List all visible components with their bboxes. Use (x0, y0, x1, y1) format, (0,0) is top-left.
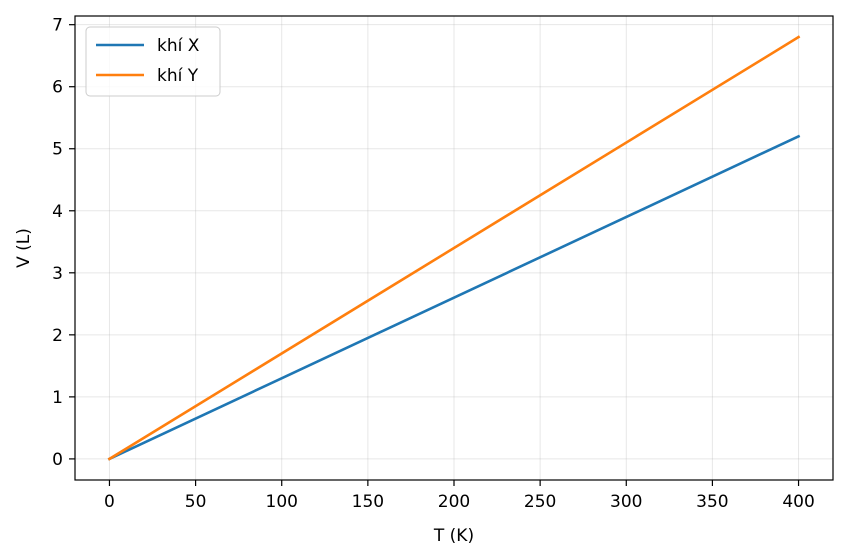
x-tick-label: 0 (104, 492, 115, 512)
y-tick-label: 7 (52, 16, 63, 36)
y-tick-label: 1 (52, 388, 63, 408)
x-tick-label: 300 (610, 492, 642, 512)
y-tick-label: 3 (52, 264, 63, 284)
x-tick-label: 350 (696, 492, 728, 512)
legend: khí X khí Y (85, 26, 221, 97)
x-axis-label: T (K) (433, 526, 474, 546)
y-tick-label: 6 (52, 78, 63, 98)
y-tick-label: 5 (52, 140, 63, 160)
series-lines (107, 35, 801, 461)
x-tick-label: 200 (438, 492, 470, 512)
legend-box (85, 26, 221, 97)
y-axis-label: V (L) (14, 228, 34, 268)
grid-lines (75, 16, 833, 480)
x-tick-label: 400 (782, 492, 814, 512)
y-tick-label: 2 (52, 326, 63, 346)
legend-label: khí X (157, 36, 200, 56)
axis-ticks: 0 50 100 150 200 250 300 350 400 0 1 2 3 4 5 6 7 (52, 16, 815, 512)
x-tick-label: 50 (185, 492, 207, 512)
x-tick-label: 150 (352, 492, 384, 512)
series-line (107, 134, 801, 461)
y-tick-label: 0 (52, 450, 63, 470)
x-tick-label: 250 (524, 492, 556, 512)
series-line (107, 35, 801, 461)
x-tick-label: 100 (266, 492, 298, 512)
legend-label: khí Y (157, 66, 199, 86)
y-tick-label: 4 (52, 202, 63, 222)
